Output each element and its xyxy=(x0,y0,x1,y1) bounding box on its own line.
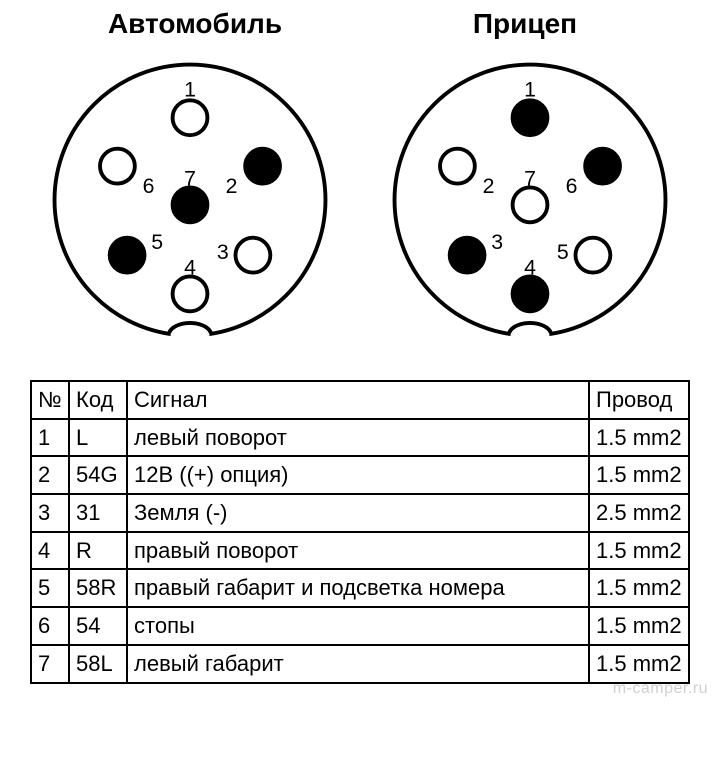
table-cell-wire: 1.5 mm2 xyxy=(589,607,689,645)
table-cell-num: 4 xyxy=(31,532,69,570)
pin-label-4: 4 xyxy=(184,255,196,279)
title-trailer: Прицеп xyxy=(360,8,690,40)
table-cell-num: 1 xyxy=(31,419,69,457)
table-cell-wire: 1.5 mm2 xyxy=(589,532,689,570)
connector-trailer: 1 2 345 6 7 xyxy=(380,50,680,350)
pin-3 xyxy=(235,238,270,273)
pin-2 xyxy=(245,149,280,184)
pin-label-7: 7 xyxy=(524,166,536,190)
table-cell-signal: Земля (-) xyxy=(127,494,589,532)
pin-5 xyxy=(575,238,610,273)
pin-6 xyxy=(585,149,620,184)
pin-7 xyxy=(513,187,548,222)
table-cell-num: 5 xyxy=(31,569,69,607)
pin-label-3: 3 xyxy=(491,230,503,254)
table-cell-code: R xyxy=(69,532,127,570)
titles-row: Автомобиль Прицеп xyxy=(20,8,700,40)
table-cell-wire: 1.5 mm2 xyxy=(589,645,689,683)
table-row: 331Земля (-)2.5 mm2 xyxy=(31,494,689,532)
pin-label-1: 1 xyxy=(524,77,536,101)
table-cell-wire: 1.5 mm2 xyxy=(589,419,689,457)
table-cell-code: 58L xyxy=(69,645,127,683)
pin-2 xyxy=(440,149,475,184)
table-header-row: №КодСигналПровод xyxy=(31,381,689,419)
table-cell-num: 3 xyxy=(31,494,69,532)
pinout-table: №КодСигналПровод1Lлевый поворот1.5 mm225… xyxy=(30,380,690,684)
pin-1 xyxy=(173,100,208,135)
pin-label-4: 4 xyxy=(524,255,536,279)
table-cell-code: 54G xyxy=(69,456,127,494)
pin-label-6: 6 xyxy=(566,174,578,198)
pin-label-1: 1 xyxy=(184,77,196,101)
table-cell-signal: правый поворот xyxy=(127,532,589,570)
table-cell-signal: левый габарит xyxy=(127,645,589,683)
pin-label-3: 3 xyxy=(217,240,229,264)
pin-6 xyxy=(100,149,135,184)
table-cell-wire: 2.5 mm2 xyxy=(589,494,689,532)
pin-label-2: 2 xyxy=(483,174,495,198)
diagram-container: Автомобиль Прицеп 1234567 1234567 №КодСи… xyxy=(0,0,720,704)
pin-4 xyxy=(513,276,548,311)
table-cell-signal: 12В ((+) опция) xyxy=(127,456,589,494)
table-cell-num: 7 xyxy=(31,645,69,683)
table-cell-code: L xyxy=(69,419,127,457)
pin-label-5: 5 xyxy=(557,240,569,264)
table-header-wire: Провод xyxy=(589,381,689,419)
pin-3 xyxy=(450,238,485,273)
table-row: 254G12В ((+) опция)1.5 mm2 xyxy=(31,456,689,494)
pin-label-7: 7 xyxy=(184,166,196,190)
table-cell-wire: 1.5 mm2 xyxy=(589,456,689,494)
table-cell-num: 2 xyxy=(31,456,69,494)
table-header-num: № xyxy=(31,381,69,419)
table-row: 654стопы1.5 mm2 xyxy=(31,607,689,645)
table-cell-signal: правый габарит и подсветка номера xyxy=(127,569,589,607)
table-cell-signal: левый поворот xyxy=(127,419,589,457)
table-cell-code: 58R xyxy=(69,569,127,607)
table-row: 758Lлевый габарит1.5 mm2 xyxy=(31,645,689,683)
table-cell-code: 54 xyxy=(69,607,127,645)
title-automobile: Автомобиль xyxy=(30,8,360,40)
pin-7 xyxy=(173,187,208,222)
table-cell-signal: стопы xyxy=(127,607,589,645)
table-cell-wire: 1.5 mm2 xyxy=(589,569,689,607)
pin-1 xyxy=(513,100,548,135)
pin-label-5: 5 xyxy=(151,230,163,254)
diagrams-row: 1234567 1234567 xyxy=(20,50,700,350)
table-cell-num: 6 xyxy=(31,607,69,645)
table-row: 4Rправый поворот1.5 mm2 xyxy=(31,532,689,570)
pin-4 xyxy=(173,276,208,311)
table-header-code: Код xyxy=(69,381,127,419)
watermark: m-camper.ru xyxy=(613,680,708,698)
connector-automobile: 1 2 345 6 7 xyxy=(40,50,340,350)
pin-label-2: 2 xyxy=(226,174,238,198)
pin-label-6: 6 xyxy=(143,174,155,198)
table-header-signal: Сигнал xyxy=(127,381,589,419)
table-row: 1Lлевый поворот1.5 mm2 xyxy=(31,419,689,457)
table-row: 558Rправый габарит и подсветка номера1.5… xyxy=(31,569,689,607)
pin-5 xyxy=(110,238,145,273)
table-cell-code: 31 xyxy=(69,494,127,532)
